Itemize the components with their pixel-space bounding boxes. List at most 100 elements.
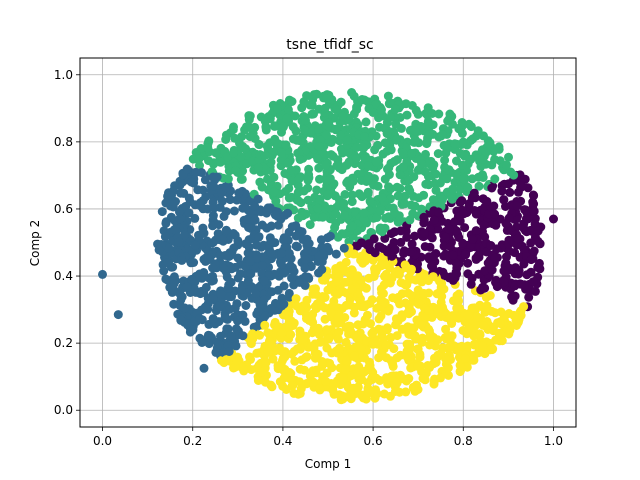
scatter-point: [407, 148, 417, 158]
scatter-point: [336, 130, 346, 140]
scatter-point: [339, 198, 349, 208]
scatter-point: [176, 188, 186, 198]
scatter-point: [246, 269, 255, 278]
scatter-point: [463, 182, 473, 192]
scatter-point: [209, 203, 219, 213]
scatter-point: [230, 133, 240, 143]
scatter-point: [292, 344, 302, 354]
scatter-point: [229, 206, 239, 216]
scatter-point: [190, 213, 200, 223]
scatter-point: [349, 207, 359, 217]
scatter-point: [263, 174, 272, 184]
y-tick-label: 0.4: [54, 269, 73, 283]
scatter-point: [432, 304, 441, 314]
scatter-point: [478, 342, 488, 351]
scatter-point: [433, 149, 443, 159]
scatter-point: [445, 109, 455, 119]
scatter-point: [411, 275, 421, 285]
scatter-point: [284, 193, 294, 203]
scatter-point: [295, 306, 305, 316]
scatter-point: [175, 290, 185, 299]
scatter-point: [344, 157, 354, 167]
scatter-point: [257, 367, 266, 377]
scatter-point: [189, 284, 199, 294]
scatter-point: [444, 273, 454, 283]
scatter-point: [357, 95, 367, 104]
scatter-point: [342, 178, 352, 188]
scatter-point: [273, 104, 282, 114]
scatter-point: [467, 235, 477, 244]
scatter-point: [474, 172, 483, 182]
scatter-point: [378, 334, 388, 343]
scatter-point: [399, 279, 409, 289]
scatter-point: [341, 364, 351, 374]
scatter-point: [441, 324, 451, 334]
scatter-point: [448, 184, 458, 194]
x-axis-ticks: 0.0 0.2 0.4 0.6 0.8 1.0: [93, 427, 563, 448]
scatter-point: [340, 190, 350, 199]
scatter-point: [490, 209, 500, 219]
scatter-point: [459, 174, 469, 184]
scatter-point: [300, 365, 309, 375]
scatter-point: [391, 135, 401, 145]
scatter-point: [464, 323, 474, 333]
scatter-point: [491, 220, 501, 230]
scatter-point: [365, 196, 375, 206]
scatter-point: [279, 235, 289, 245]
scatter-point: [270, 317, 280, 327]
scatter-point: [480, 266, 490, 276]
scatter-point: [340, 210, 349, 220]
scatter-point: [288, 122, 298, 132]
scatter-point: [490, 253, 500, 263]
scatter-point: [184, 208, 194, 218]
scatter-point: [402, 263, 412, 273]
scatter-point: [380, 271, 389, 281]
scatter-point: [239, 366, 249, 376]
scatter-point: [322, 176, 332, 186]
scatter-point: [397, 324, 407, 334]
outlier-point: [485, 345, 495, 355]
scatter-point: [236, 285, 246, 295]
scatter-point: [349, 91, 359, 101]
scatter-point: [333, 312, 343, 322]
scatter-point: [291, 294, 301, 304]
scatter-point: [433, 207, 443, 217]
scatter-point: [312, 185, 322, 195]
scatter-point: [250, 201, 260, 211]
y-tick-label: 1.0: [54, 68, 73, 82]
scatter-point: [420, 242, 430, 252]
scatter-point: [349, 308, 359, 318]
scatter-point: [277, 148, 287, 158]
scatter-point: [442, 174, 452, 184]
scatter-point: [290, 356, 300, 366]
scatter-point: [390, 227, 400, 237]
scatter-point: [481, 147, 491, 157]
x-axis-label: Comp 1: [305, 457, 351, 471]
scatter-point: [528, 277, 538, 287]
scatter-point: [364, 388, 374, 398]
scatter-point: [273, 139, 283, 149]
scatter-point: [479, 321, 489, 330]
scatter-point: [395, 299, 405, 309]
scatter-point: [331, 249, 341, 259]
scatter-point: [255, 330, 265, 340]
scatter-point: [418, 374, 428, 383]
scatter-point: [374, 353, 384, 363]
scatter-point: [411, 105, 421, 115]
scatter-point: [314, 251, 324, 261]
scatter-point: [383, 306, 393, 316]
scatter-point: [396, 123, 406, 133]
scatter-point: [352, 142, 362, 152]
plot-frame: [79, 57, 577, 428]
scatter-point: [277, 248, 286, 258]
scatter-point: [191, 167, 201, 177]
scatter-point: [373, 181, 383, 191]
scatter-point: [390, 208, 400, 218]
scatter-point: [386, 112, 396, 122]
scatter-point: [324, 334, 334, 344]
scatter-point: [270, 346, 280, 356]
scatter-point: [472, 312, 482, 322]
scatter-point: [430, 353, 439, 363]
scatter-point: [496, 307, 506, 317]
x-tick-label: 0.2: [183, 434, 202, 448]
